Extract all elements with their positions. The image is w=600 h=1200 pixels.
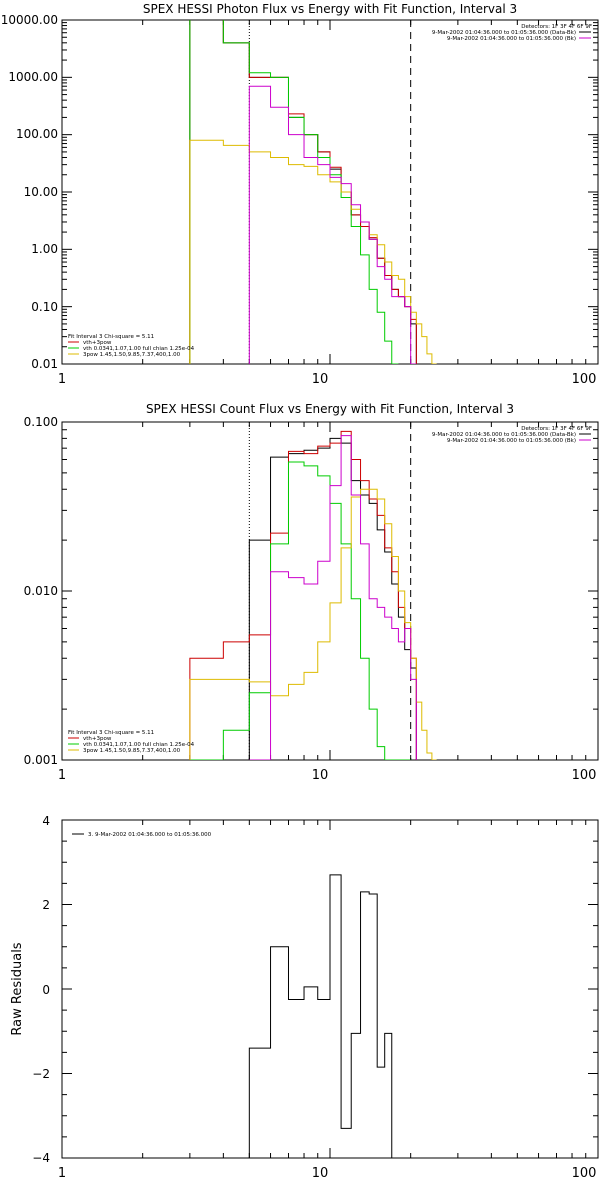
count-flux-ytick-label: 0.010 [24, 584, 58, 598]
count-flux-tick-marks [61, 421, 598, 761]
photon-flux-series-4-line [248, 85, 417, 364]
count-flux-series-3-line [189, 488, 437, 760]
count-flux-fit-legend-line: 3pow 1.45,1.50,9.85,7.37,400,1.00 [83, 748, 181, 754]
photon-flux-ytick-label: 0.01 [31, 357, 58, 371]
residuals-ytick-label: −4 [32, 1151, 50, 1165]
residuals-ytick-label: 4 [42, 814, 50, 828]
count-flux-fit-legend-line: vth+3pow [83, 736, 112, 742]
residuals-xtick-label: 10 [312, 1166, 329, 1181]
photon-flux-detector-info-line: 9-Mar-2002 01:04:36.000 to 01:05:36.000 … [432, 30, 576, 36]
photon-flux-range-markers [248, 20, 412, 364]
residuals-xtick-label: 100 [572, 1166, 597, 1181]
count-flux-detector-info-line: Detectors: 1F 3F 4F 6F 9F [521, 426, 592, 432]
count-flux-fit-legend-line: vth 0.0341,1.07,1.00 full chian 1.25e-04 [83, 742, 195, 748]
count-flux-series-1-line [189, 430, 417, 760]
photon-flux-ytick-label: 10.00 [24, 185, 58, 199]
residuals-series-group [248, 874, 393, 1158]
count-flux-panel: SPEX HESSI Count Flux vs Energy with Fit… [24, 402, 599, 783]
photon-flux-xtick-label: 1 [58, 372, 66, 387]
photon-flux-ytick-label: 1.00 [31, 242, 58, 256]
photon-flux-fit-legend-line: Fit Interval 3 Chi-square = 5.11 [68, 334, 154, 340]
photon-flux-ytick-label: 0.10 [31, 300, 58, 314]
photon-flux-panel: SPEX HESSI Photon Flux vs Energy with Fi… [1, 2, 599, 387]
photon-flux-axes-frame [61, 19, 599, 365]
photon-flux-fit-legend-line: 3pow 1.45,1.50,9.85,7.37,400,1.00 [83, 352, 181, 358]
count-flux-detector-info: Detectors: 1F 3F 4F 6F 9F9-Mar-2002 01:0… [432, 426, 592, 444]
photon-flux-tick-marks [61, 19, 598, 365]
photon-flux-xtick-label: 10 [312, 372, 329, 387]
residuals-xtick-label: 1 [58, 1166, 66, 1181]
count-flux-ytick-label: 0.001 [24, 753, 58, 767]
count-flux-axes-frame [61, 421, 599, 761]
count-flux-series-4-line [249, 435, 417, 760]
photon-flux-series-0-line [189, 20, 417, 364]
photon-flux-fit-legend-line: vth 0.0341,1.07,1.00 full chian 1.25e-04 [83, 346, 195, 352]
count-flux-title: SPEX HESSI Count Flux vs Energy with Fit… [146, 402, 514, 416]
count-flux-series-group [189, 430, 437, 760]
photon-flux-detector-info-line: Detectors: 1F 3F 4F 6F 9F [521, 24, 592, 30]
count-flux-xtick-label: 1 [58, 768, 66, 783]
photon-flux-xtick-label: 100 [572, 372, 597, 387]
count-flux-detector-info-line: 9-Mar-2002 01:04:36.000 to 01:05:36.000 … [447, 438, 576, 444]
photon-flux-ytick-label: 1000.00 [8, 70, 58, 84]
count-flux-xtick-label: 100 [572, 768, 597, 783]
photon-flux-detector-info-line: 9-Mar-2002 01:04:36.000 to 01:05:36.000 … [447, 36, 576, 42]
residuals-ytick-label: −2 [32, 1067, 50, 1081]
residuals-ytick-label: 2 [42, 898, 50, 912]
residuals-series-0-line [248, 874, 393, 1158]
photon-flux-fit-legend-line: vth+3pow [83, 340, 112, 346]
photon-flux-series-3-line [189, 139, 437, 364]
residuals-tick-marks [61, 819, 598, 1159]
count-flux-ytick-label: 0.100 [24, 415, 58, 429]
photon-flux-title: SPEX HESSI Photon Flux vs Energy with Fi… [143, 2, 517, 16]
photon-flux-ytick-label: 10000.00 [1, 13, 58, 27]
photon-flux-fit-legend: Fit Interval 3 Chi-square = 5.11vth+3pow… [68, 334, 195, 358]
photon-flux-series-group [189, 20, 437, 364]
count-flux-fit-legend-line: Fit Interval 3 Chi-square = 5.11 [68, 730, 154, 736]
photon-flux-series-2-line [189, 20, 399, 364]
residuals-y-axis-label: Raw Residuals [10, 942, 25, 1035]
count-flux-detector-info-line: 9-Mar-2002 01:04:36.000 to 01:05:36.000 … [432, 432, 576, 438]
photon-flux-series-1-line [189, 20, 417, 364]
residuals-ytick-label: 0 [42, 983, 50, 997]
photon-flux-detector-info: Detectors: 1F 3F 4F 6F 9F9-Mar-2002 01:0… [432, 24, 592, 42]
residuals-panel: 4 2 0 −2 −4 1 10 100 Raw Residuals 3. 9-… [10, 814, 599, 1181]
count-flux-fit-legend: Fit Interval 3 Chi-square = 5.11vth+3pow… [68, 730, 195, 754]
count-flux-series-0-line [248, 437, 417, 760]
residuals-legend-text: 3. 9-Mar-2002 01:04:36.000 to 01:05:36.0… [88, 832, 212, 838]
photon-flux-ytick-label: 100.00 [16, 127, 58, 141]
count-flux-range-markers [248, 422, 412, 760]
count-flux-xtick-label: 10 [312, 768, 329, 783]
